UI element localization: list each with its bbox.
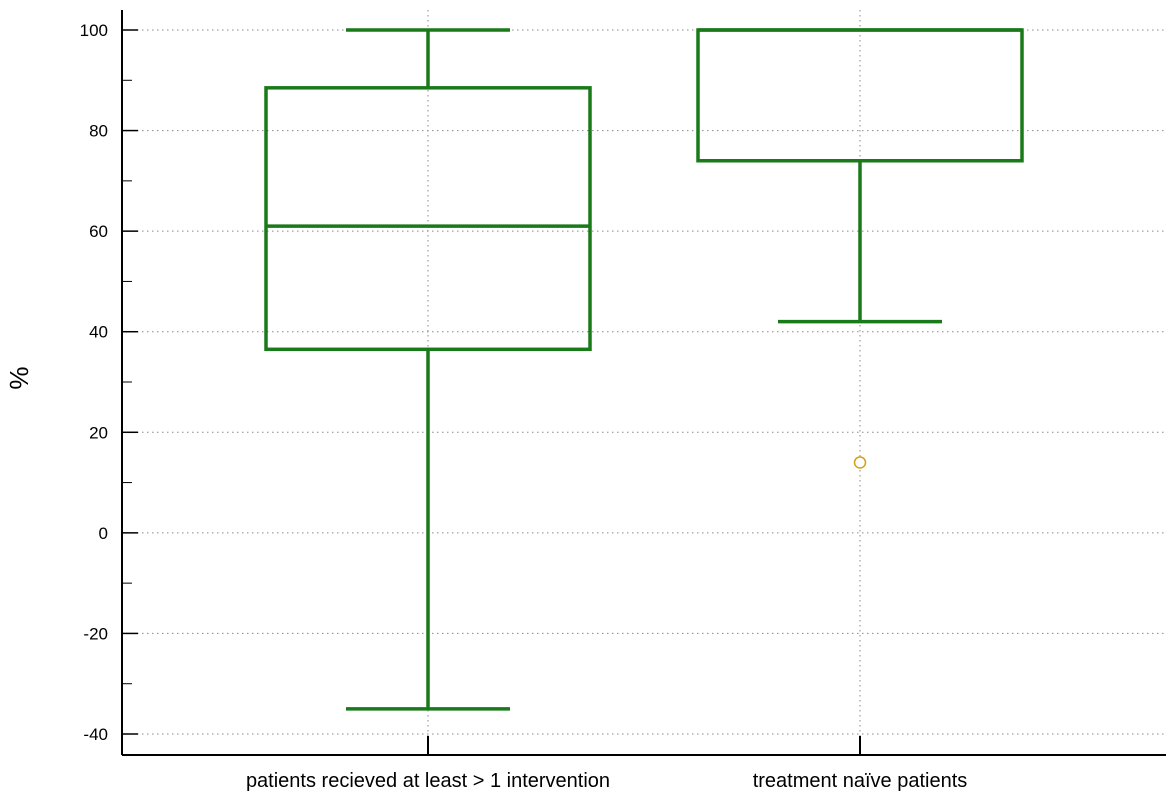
boxes	[264, 28, 1024, 711]
y-tick-label: -40	[83, 725, 108, 744]
y-axis-minor-ticks	[122, 79, 132, 685]
gridlines	[122, 10, 1166, 755]
box-group-2	[696, 28, 1024, 469]
y-tick-labels: -40 -20 0 20 40 60 80 100	[80, 21, 108, 744]
category-label-1: patients recieved at least > 1 intervent…	[246, 770, 610, 792]
y-tick-label: 20	[89, 423, 108, 442]
category-label-2: treatment naïve patients	[753, 770, 968, 792]
y-axis-label: %	[4, 366, 34, 389]
category-labels: patients recieved at least > 1 intervent…	[246, 770, 967, 792]
y-tick-label: 100	[80, 21, 108, 40]
axes	[121, 10, 1166, 756]
y-tick-label: -20	[83, 624, 108, 643]
y-tick-label: 0	[99, 524, 108, 543]
y-tick-label: 80	[89, 122, 108, 141]
box-group-1	[264, 28, 592, 711]
y-tick-label: 40	[89, 323, 108, 342]
iqr-box	[264, 86, 592, 352]
y-tick-label: 60	[89, 222, 108, 241]
outlier-point	[853, 456, 867, 469]
